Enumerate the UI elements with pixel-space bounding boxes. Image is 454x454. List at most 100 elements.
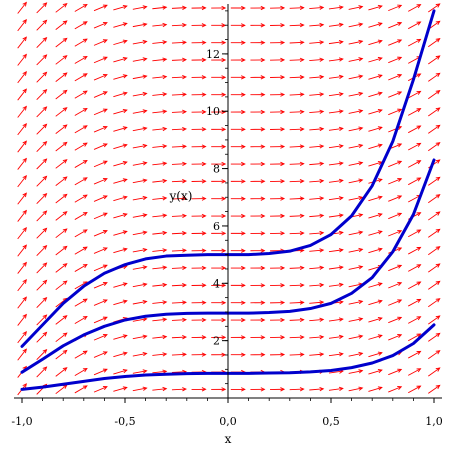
- field-arrow: [428, 194, 441, 204]
- field-arrow: [289, 179, 305, 184]
- field-arrow: [270, 335, 286, 340]
- field-arrow: [171, 265, 187, 270]
- field-arrow: [309, 213, 325, 218]
- field-arrow: [368, 316, 383, 323]
- field-arrow: [191, 283, 207, 288]
- field-arrow: [17, 140, 27, 153]
- field-arrow: [348, 39, 364, 45]
- field-arrow: [270, 40, 286, 45]
- field-arrow: [211, 213, 227, 219]
- field-arrow: [230, 317, 246, 323]
- field-arrow: [388, 299, 403, 306]
- field-arrow: [171, 248, 187, 253]
- field-arrow: [230, 5, 246, 11]
- field-arrow: [74, 385, 88, 394]
- field-arrow: [55, 20, 68, 30]
- field-arrow: [36, 2, 48, 14]
- field-arrow: [55, 55, 68, 65]
- field-arrow: [250, 352, 266, 357]
- field-arrow: [211, 387, 227, 392]
- field-arrow: [250, 231, 266, 236]
- field-arrow: [171, 352, 187, 357]
- field-arrow: [388, 56, 403, 64]
- field-arrow: [171, 300, 187, 305]
- field-arrow: [230, 300, 246, 305]
- field-arrow: [191, 127, 207, 132]
- field-arrow: [270, 179, 286, 184]
- field-arrow: [368, 160, 383, 167]
- field-arrow: [93, 247, 108, 254]
- field-arrow: [348, 91, 364, 97]
- field-arrow: [428, 367, 441, 377]
- field-arrow: [132, 109, 148, 114]
- field-arrow: [55, 141, 68, 152]
- field-arrow: [388, 39, 403, 46]
- field-arrow: [368, 143, 383, 150]
- field-arrow: [74, 90, 88, 99]
- field-arrow: [368, 4, 383, 11]
- field-arrow: [171, 109, 187, 114]
- field-arrow: [368, 334, 383, 340]
- field-arrow: [289, 231, 305, 236]
- field-arrow: [211, 196, 227, 201]
- field-arrow: [230, 179, 246, 184]
- field-arrow: [152, 300, 168, 305]
- field-arrow: [211, 23, 227, 28]
- field-arrow: [152, 248, 168, 253]
- field-arrow: [348, 386, 364, 392]
- field-arrow: [348, 178, 364, 184]
- field-arrow: [348, 57, 364, 62]
- field-arrow: [74, 38, 88, 47]
- field-arrow: [17, 88, 27, 101]
- field-arrow: [36, 244, 48, 256]
- field-arrow: [36, 366, 48, 378]
- field-arrow: [408, 108, 422, 116]
- field-arrow: [191, 387, 207, 392]
- field-arrow: [408, 4, 422, 12]
- field-arrow: [250, 75, 266, 80]
- field-arrow: [428, 263, 441, 273]
- field-arrow: [55, 211, 68, 221]
- field-arrow: [348, 161, 364, 166]
- field-arrow: [191, 317, 207, 323]
- x-tick-label: 1,0: [425, 415, 443, 428]
- field-arrow: [36, 71, 48, 83]
- field-arrow: [55, 37, 68, 48]
- field-arrow: [348, 317, 364, 322]
- field-arrow: [36, 175, 48, 187]
- field-arrow: [36, 227, 48, 239]
- field-arrow: [348, 143, 364, 149]
- field-arrow: [289, 109, 305, 114]
- field-arrow: [113, 230, 128, 236]
- field-arrow: [36, 314, 48, 326]
- field-arrow: [152, 317, 168, 322]
- field-arrow: [171, 40, 187, 45]
- field-arrow: [74, 211, 88, 220]
- field-arrow: [309, 352, 325, 357]
- field-arrow: [250, 144, 266, 149]
- field-arrow: [408, 229, 422, 238]
- field-arrow: [74, 159, 88, 168]
- field-arrow: [74, 21, 88, 30]
- field-arrow: [211, 92, 227, 97]
- field-arrow: [408, 125, 422, 134]
- field-arrow: [191, 352, 207, 357]
- field-arrow: [152, 213, 168, 218]
- field-arrow: [152, 57, 168, 62]
- y-tick-label: 6: [213, 220, 220, 233]
- field-arrow: [289, 213, 305, 219]
- field-arrow: [132, 161, 148, 166]
- field-arrow: [17, 105, 27, 118]
- field-arrow: [289, 5, 305, 10]
- field-arrow: [171, 317, 187, 323]
- field-arrow: [250, 5, 266, 11]
- field-arrow: [408, 264, 422, 272]
- field-arrow: [55, 280, 68, 291]
- field-arrow: [408, 333, 422, 342]
- field-arrow: [17, 36, 27, 49]
- field-arrow: [55, 193, 68, 204]
- field-arrow: [368, 299, 383, 306]
- field-arrow: [113, 108, 128, 115]
- field-arrow: [328, 248, 344, 253]
- field-arrow: [270, 196, 286, 201]
